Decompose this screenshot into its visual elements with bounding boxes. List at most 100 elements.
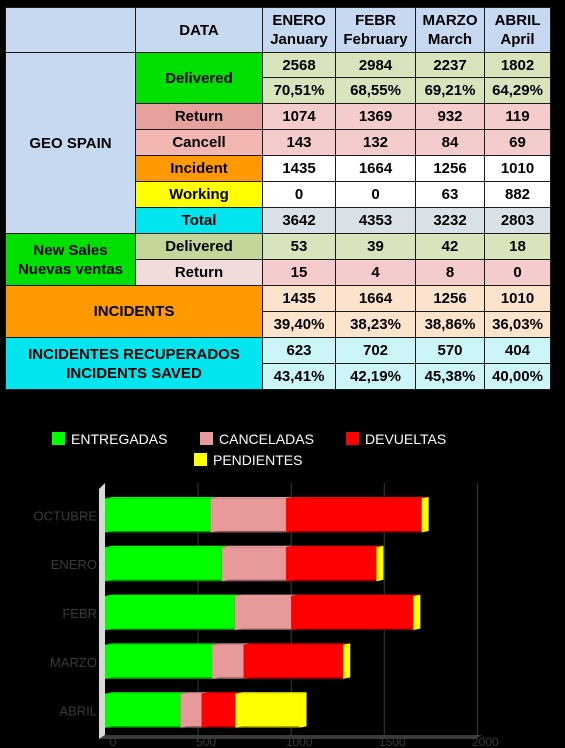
bar-top-devueltas — [285, 545, 384, 548]
bar-segment-entregadas — [105, 596, 235, 630]
chart-left-wall — [99, 483, 105, 739]
bar-top-devueltas — [285, 497, 429, 499]
geo-spain-label: GEO SPAIN — [5, 52, 136, 234]
new-sales-return-value: 0 — [484, 259, 551, 286]
incidents-label: INCIDENTS — [5, 285, 263, 338]
geo-delivered-percent: 69,21% — [415, 77, 485, 104]
legend-label: DEVUELTAS — [365, 431, 446, 447]
new-sales-delivered-value: 53 — [262, 233, 336, 260]
bar-top-devueltas — [201, 692, 243, 694]
geo-working-label: Working — [135, 181, 263, 208]
geo-return-value: 932 — [415, 103, 485, 130]
geo-working-value: 882 — [484, 181, 551, 208]
bar-bottom-devueltas — [291, 628, 421, 630]
legend-swatch-pendientes — [194, 453, 207, 466]
bar-segment-canceladas — [210, 498, 286, 533]
bar-top-devueltas — [243, 643, 351, 645]
bar-segment-devueltas — [291, 596, 414, 630]
incidents-percent: 39,40% — [262, 311, 336, 338]
chart-floor — [99, 735, 482, 739]
category-label: ABRIL — [59, 704, 97, 719]
geo-cancell-value: 132 — [335, 129, 416, 156]
bar-end-cap — [299, 692, 307, 728]
geo-total-value: 3642 — [262, 207, 336, 234]
bar-bottom-devueltas — [201, 726, 243, 728]
x-tick-label: 1000 — [286, 735, 313, 748]
geo-total-value: 3232 — [415, 207, 485, 234]
category-label: OCTUBRE — [33, 508, 97, 523]
geo-delivered-value: 2984 — [335, 52, 416, 78]
bar-segment-devueltas — [285, 547, 377, 582]
new-sales-return-label: Return — [135, 259, 263, 286]
legend-swatch-devueltas — [346, 432, 359, 445]
new-sales-delivered-label: Delivered — [135, 233, 263, 260]
legend-label: ENTREGADAS — [71, 431, 167, 447]
geo-cancell-value: 84 — [415, 129, 485, 156]
bar-segment-entregadas — [105, 498, 211, 533]
incidents-saved-value: 702 — [335, 337, 416, 364]
new-sales-return-value: 8 — [415, 259, 485, 286]
stats-table: DATA ENERO January FEBR February MARZO Marc… — [5, 7, 551, 390]
x-tick-label: 500 — [196, 735, 216, 748]
incidents-percent: 38,23% — [335, 311, 416, 338]
bar-top-entregadas — [105, 497, 218, 499]
incidents-value: 1664 — [335, 285, 416, 312]
incidents-value: 1256 — [415, 285, 485, 312]
bar-bottom-entregadas — [105, 579, 229, 582]
incidents-value: 1010 — [484, 285, 551, 312]
bar-end-cap — [421, 497, 429, 533]
bar-top-canceladas — [210, 497, 293, 499]
legend-label: CANCELADAS — [219, 431, 314, 447]
geo-return-label: Return — [135, 103, 263, 130]
geo-working-value: 63 — [415, 181, 485, 208]
bar-top-canceladas — [221, 545, 293, 548]
geo-working-value: 0 — [335, 181, 416, 208]
incidents-saved-percent: 45,38% — [415, 363, 485, 390]
geo-total-value: 2803 — [484, 207, 551, 234]
bar-end-cap — [376, 545, 384, 582]
incidents-saved-percent: 43,41% — [262, 363, 336, 390]
new-sales-delivered-value: 18 — [484, 233, 551, 260]
bar-end-cap — [413, 594, 421, 630]
bar-bottom-canceladas — [212, 677, 251, 679]
bar-segment-devueltas — [243, 644, 344, 679]
geo-delivered-percent: 64,29% — [484, 77, 551, 104]
incidents-saved-value: 404 — [484, 337, 551, 364]
new-sales-delivered-value: 39 — [335, 233, 416, 260]
geo-cancell-value: 143 — [262, 129, 336, 156]
x-tick-label: 0 — [110, 735, 117, 748]
bar-top-canceladas — [180, 692, 209, 694]
geo-return-value: 1074 — [262, 103, 336, 130]
geo-incident-label: Incident — [135, 155, 263, 182]
legend-swatch-canceladas — [200, 432, 213, 445]
bar-bottom-devueltas — [285, 531, 429, 533]
bar-bottom-canceladas — [180, 726, 209, 728]
bar-top-pendientes — [235, 692, 307, 694]
month-header-mar: MARZO March — [415, 7, 485, 53]
new-sales-delivered-value: 42 — [415, 233, 485, 260]
bar-bottom-entregadas — [105, 726, 188, 728]
bar-segment-canceladas — [221, 547, 286, 582]
incidents-saved-label: INCIDENTES RECUPERADOS INCIDENTS SAVED — [5, 337, 263, 390]
incidents-saved-percent: 40,00% — [484, 363, 551, 390]
bar-segment-pendientes — [235, 693, 300, 728]
bar-bottom-entregadas — [105, 628, 242, 630]
geo-delivered-percent: 68,55% — [335, 77, 416, 104]
bar-bottom-pendientes — [235, 726, 307, 728]
geo-delivered-label: Delivered — [135, 52, 263, 104]
bar-top-entregadas — [105, 692, 188, 694]
incidents-percent: 36,03% — [484, 311, 551, 338]
month-header-apr: ABRIL April — [484, 7, 551, 53]
geo-incident-value: 1435 — [262, 155, 336, 182]
geo-total-label: Total — [135, 207, 263, 234]
bar-segment-canceladas — [180, 693, 202, 728]
incidents-saved-percent: 42,19% — [335, 363, 416, 390]
x-tick-label: 1500 — [379, 735, 406, 748]
bar-segment-canceladas — [234, 596, 292, 630]
x-tick-label: 2000 — [472, 735, 499, 748]
bar-segment-devueltas — [201, 693, 236, 728]
new-sales-return-value: 15 — [262, 259, 336, 286]
bar-top-entregadas — [105, 643, 220, 645]
category-label: FEBR — [62, 606, 97, 621]
category-label: ENERO — [51, 557, 97, 572]
